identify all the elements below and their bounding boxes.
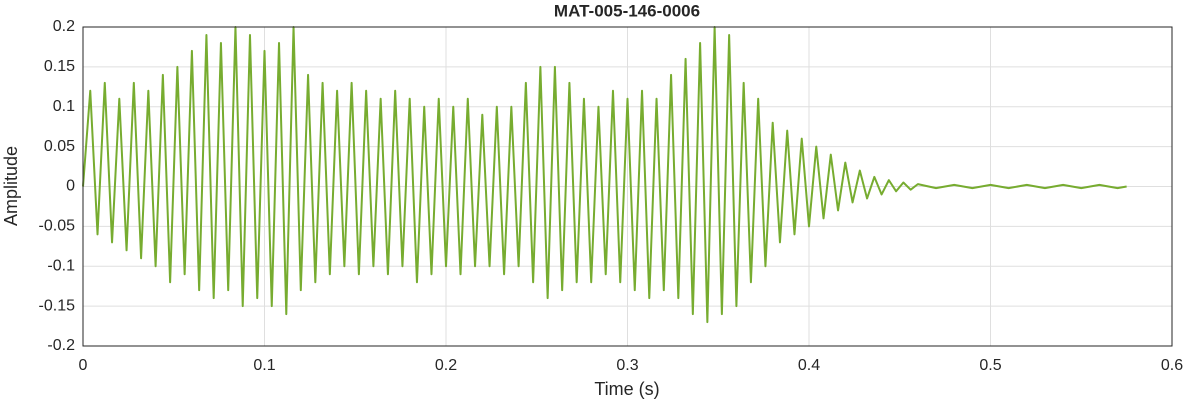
chart-title: MAT-005-146-0006 <box>554 1 700 20</box>
x-tick-label: 0.2 <box>435 357 457 374</box>
y-tick-label: 0.15 <box>44 58 75 75</box>
x-tick-label: 0.3 <box>616 357 638 374</box>
y-tick-label: 0.05 <box>44 138 75 155</box>
y-tick-label: 0 <box>66 178 75 195</box>
x-tick-label: 0.1 <box>253 357 275 374</box>
x-axis-label: Time (s) <box>594 379 659 399</box>
signal-line <box>82 26 1127 324</box>
y-axis-label: Amplitude <box>1 146 21 226</box>
y-tick-label: 0.2 <box>53 18 75 35</box>
x-tick-label: 0.5 <box>979 357 1001 374</box>
x-tick-label: 0.4 <box>798 357 820 374</box>
x-tick-label: 0 <box>79 357 88 374</box>
y-tick-label: 0.1 <box>53 98 75 115</box>
y-tick-label: -0.2 <box>47 337 75 354</box>
y-tick-label: -0.05 <box>39 218 76 235</box>
y-tick-label: -0.15 <box>39 297 76 314</box>
plot-frame <box>82 26 1173 347</box>
y-tick-label: -0.1 <box>47 257 75 274</box>
x-tick-label: 0.6 <box>1161 357 1183 374</box>
